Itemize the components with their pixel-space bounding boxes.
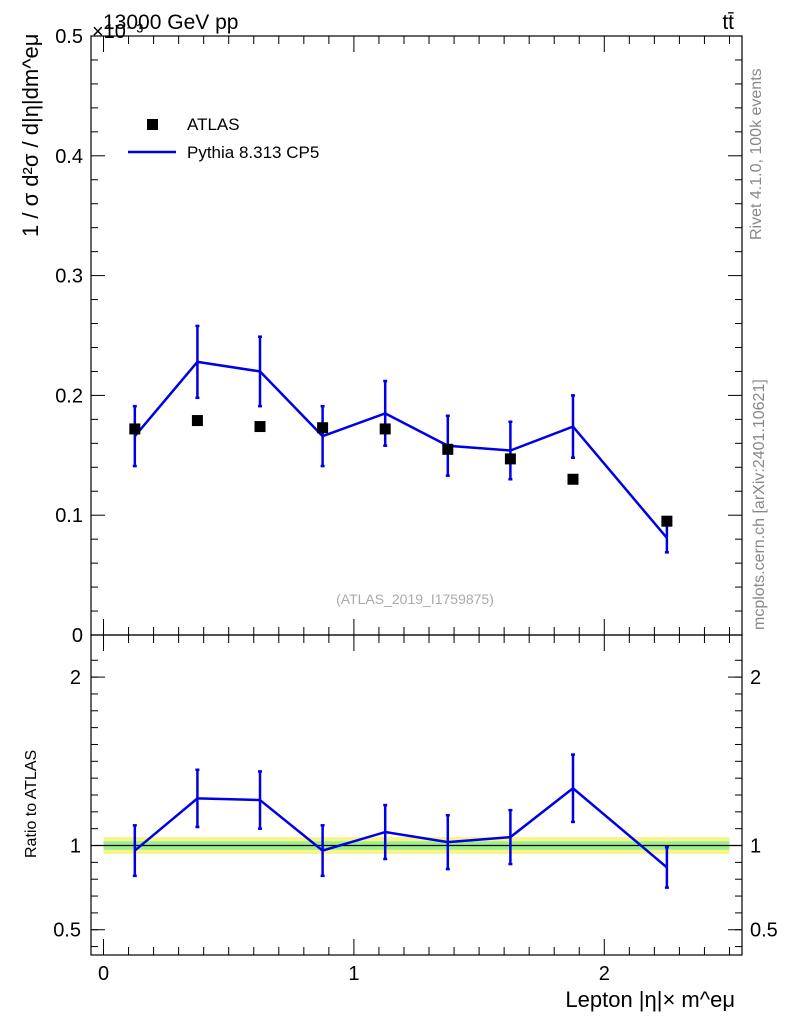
rivet-label: Rivet 4.1.0, 100k events — [748, 68, 765, 240]
main-ylabel: 1 / σ d²σ / d|η|dm^eμ — [18, 34, 43, 237]
main-axes: 0 0.1 0.2 0.3 0.4 0.5 — [55, 26, 743, 647]
atlas-data-point — [442, 443, 454, 455]
ratio-ytick-label: 1 — [70, 836, 81, 858]
atlas-data-point — [254, 421, 266, 433]
main-ytick-label: 0.1 — [55, 505, 83, 527]
ratio-mc-line — [134, 786, 668, 869]
main-ytick-label: 0.2 — [55, 385, 83, 407]
ratio-xlabel: Lepton |η|× m^eμ — [565, 987, 735, 1012]
atlas-data-point — [191, 415, 203, 427]
legend-data-marker — [147, 119, 158, 130]
mc-line — [133, 360, 668, 539]
ratio-ytick-label-right: 1 — [750, 836, 761, 858]
legend: ATLAS Pythia 8.313 CP5 — [128, 115, 319, 162]
atlas-data-point — [317, 422, 329, 434]
header-right-title: tt̄ — [722, 11, 734, 34]
ratio-ytick-label: 2 — [70, 667, 81, 689]
ratio-ytick-label-right: 0.5 — [750, 920, 778, 942]
ratio-ylabel: Ratio to ATLAS — [23, 750, 40, 858]
atlas-data-point — [567, 473, 579, 485]
ratio-axes: 0 1 2 0.5 0.5 1 1 2 2 — [53, 634, 778, 985]
ratio-xtick-label: 0 — [98, 963, 109, 985]
header-left-title: 13000 GeV pp — [103, 11, 238, 34]
atlas-data-point — [661, 515, 673, 527]
watermark: (ATLAS_2019_I1759875) — [336, 591, 494, 607]
mcplots-label: mcplots.cern.ch [arXiv:2401.10621] — [751, 379, 768, 630]
atlas-data-point — [129, 423, 141, 435]
ratio-xtick-label: 1 — [348, 963, 359, 985]
legend-mc-label: Pythia 8.313 CP5 — [187, 143, 319, 162]
main-ytick-label: 0.4 — [55, 146, 83, 168]
main-ytick-label: 0 — [72, 625, 83, 647]
ratio-xtick-label: 2 — [599, 963, 610, 985]
main-series — [129, 324, 673, 554]
main-ytick-label: 0.5 — [55, 26, 83, 48]
main-ytick-label: 0.3 — [55, 266, 83, 288]
ratio-ytick-label-right: 2 — [750, 667, 761, 689]
legend-data-label: ATLAS — [187, 115, 240, 134]
ratio-series — [132, 753, 669, 889]
ratio-frame — [90, 634, 743, 956]
exponent-label: ×10⁻³ — [92, 21, 143, 43]
atlas-data-point — [504, 453, 516, 465]
atlas-data-point — [379, 423, 391, 435]
ratio-ytick-label: 0.5 — [53, 920, 81, 942]
